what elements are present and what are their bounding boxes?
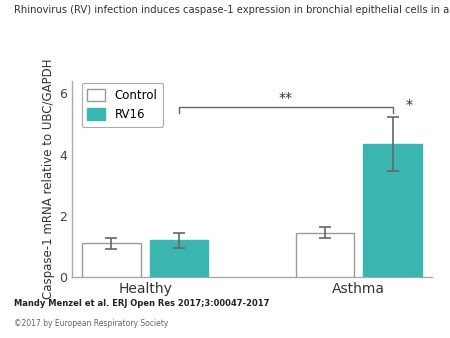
Bar	[82, 243, 140, 277]
Text: **: **	[279, 91, 293, 105]
Bar	[364, 144, 422, 277]
Text: ©2017 by European Respiratory Society: ©2017 by European Respiratory Society	[14, 319, 168, 329]
Text: Rhinovirus (RV) infection induces caspase-1 expression in bronchial epithelial c: Rhinovirus (RV) infection induces caspas…	[14, 5, 450, 15]
Bar	[296, 233, 355, 277]
Y-axis label: Caspase-1 mRNA relative to UBC/GAPDH: Caspase-1 mRNA relative to UBC/GAPDH	[42, 59, 55, 299]
Bar	[149, 240, 208, 277]
Text: *: *	[406, 98, 413, 112]
Legend: Control, RV16: Control, RV16	[81, 83, 163, 127]
Text: Mandy Menzel et al. ERJ Open Res 2017;3:00047-2017: Mandy Menzel et al. ERJ Open Res 2017;3:…	[14, 299, 269, 308]
